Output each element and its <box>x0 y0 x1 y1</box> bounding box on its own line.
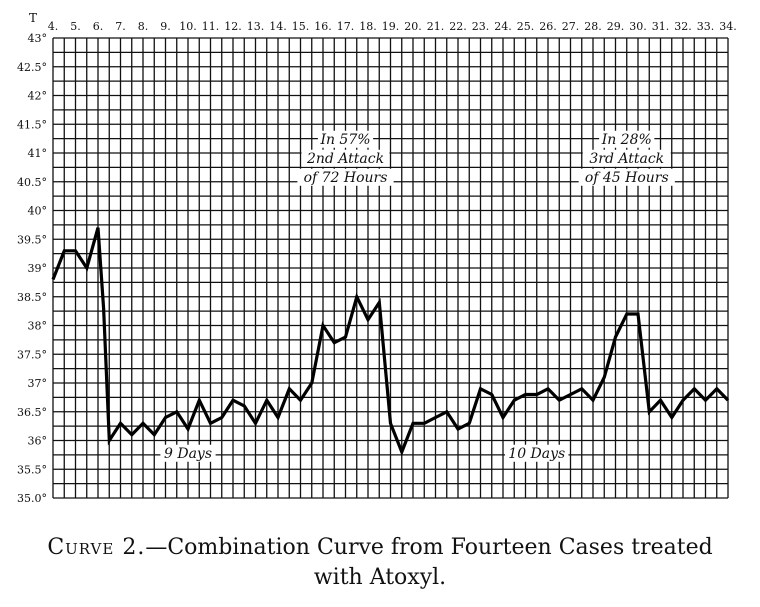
x-tick-label: 20. <box>404 20 422 33</box>
x-tick-label: 25. <box>517 20 535 33</box>
x-tick-label: 29. <box>607 20 625 33</box>
y-tick-label: 38.5° <box>17 291 47 304</box>
x-tick-label: 12. <box>224 20 242 33</box>
x-tick-label: 23. <box>472 20 490 33</box>
x-tick-label: 18. <box>359 20 377 33</box>
x-tick-label: 33. <box>697 20 715 33</box>
x-tick-label: 16. <box>314 20 332 33</box>
x-tick-label: 32. <box>674 20 692 33</box>
x-tick-label: 11. <box>202 20 220 33</box>
annotation-text: In 28% <box>601 132 652 148</box>
annotation-background <box>578 168 675 186</box>
annotation-background <box>317 130 374 148</box>
figure-caption-line-2: with Atoxyl. <box>313 565 447 590</box>
x-tick-label: 30. <box>629 20 647 33</box>
x-tick-label: 27. <box>562 20 580 33</box>
x-tick-label: 22. <box>449 20 467 33</box>
y-tick-label: 41.5° <box>17 118 47 131</box>
annotation-background <box>160 444 216 462</box>
y-tick-label: 43° <box>28 32 48 45</box>
x-tick-label: 5. <box>70 20 81 33</box>
x-tick-label: 21. <box>427 20 445 33</box>
x-tick-label: 4. <box>48 20 59 33</box>
temperature-line <box>51 227 730 457</box>
y-tick-label: 42.5° <box>17 61 47 74</box>
annotation-text: 2nd Attack <box>306 151 384 167</box>
y-tick-label: 40.5° <box>17 176 47 189</box>
temperature-chart: 4. 5. 6. 7. 8. 9. 10. 11. 12. 13. 14. 15. 16. 17. 18. 1… <box>17 11 737 505</box>
y-tick-label: 41° <box>28 147 48 160</box>
y-tick-label: 35.0° <box>17 492 47 505</box>
y-tick-label: 39.5° <box>17 233 47 246</box>
y-tick-label: 42° <box>28 90 48 103</box>
y-tick-label: 35.5° <box>17 463 47 476</box>
x-tick-label: 31. <box>652 20 670 33</box>
annotation-text: In 57% <box>319 132 370 148</box>
x-tick-label: 34. <box>719 20 737 33</box>
chart-annotation: In 57% 2nd Attack of 72 Hours <box>297 130 394 186</box>
y-tick-label: 38° <box>28 320 48 333</box>
chart-annotation: 10 Days <box>505 444 569 462</box>
y-tick-label: 36.5° <box>17 406 47 419</box>
chart-annotation: 9 Days <box>160 444 216 462</box>
y-tick-label: 39° <box>28 262 48 275</box>
figure-caption-text: —Combination Curve from Fourteen Cases t… <box>145 535 713 560</box>
x-tick-label: 17. <box>337 20 355 33</box>
y-tick-label: 36° <box>28 435 48 448</box>
x-tick-label: 28. <box>584 20 602 33</box>
chart-annotation: In 28% 3rd Attack of 45 Hours <box>578 130 675 186</box>
figure-caption-label: Curve 2. <box>47 535 146 560</box>
x-tick-label: 7. <box>115 20 126 33</box>
x-tick-label: 19. <box>382 20 400 33</box>
x-tick-label: 26. <box>539 20 557 33</box>
x-tick-label: 6. <box>93 20 104 33</box>
x-tick-label: 8. <box>138 20 149 33</box>
y-tick-label: 40° <box>28 205 48 218</box>
x-tick-label: 9. <box>160 20 171 33</box>
annotation-background <box>582 149 671 167</box>
annotation-text: 10 Days <box>508 446 565 462</box>
annotation-background <box>599 130 655 148</box>
y-tick-label: 37.5° <box>17 348 47 361</box>
x-tick-label: 10. <box>179 20 197 33</box>
x-tick-label: 14. <box>269 20 287 33</box>
annotation-background <box>505 444 569 462</box>
annotation-text: 9 Days <box>164 446 212 462</box>
annotation-text: of 72 Hours <box>304 170 388 186</box>
figure-caption-line-1: Curve 2.—Combination Curve from Fourteen… <box>0 535 760 560</box>
x-tick-label: 13. <box>247 20 265 33</box>
y-tick-label: 37° <box>28 377 48 390</box>
y-axis-label: T <box>29 11 37 25</box>
x-tick-label: 24. <box>494 20 512 33</box>
annotation-text: 3rd Attack <box>589 151 664 167</box>
x-tick-label: 15. <box>292 20 310 33</box>
annotation-text: of 45 Hours <box>585 170 669 186</box>
annotation-background <box>301 149 390 167</box>
annotation-background <box>297 168 394 186</box>
